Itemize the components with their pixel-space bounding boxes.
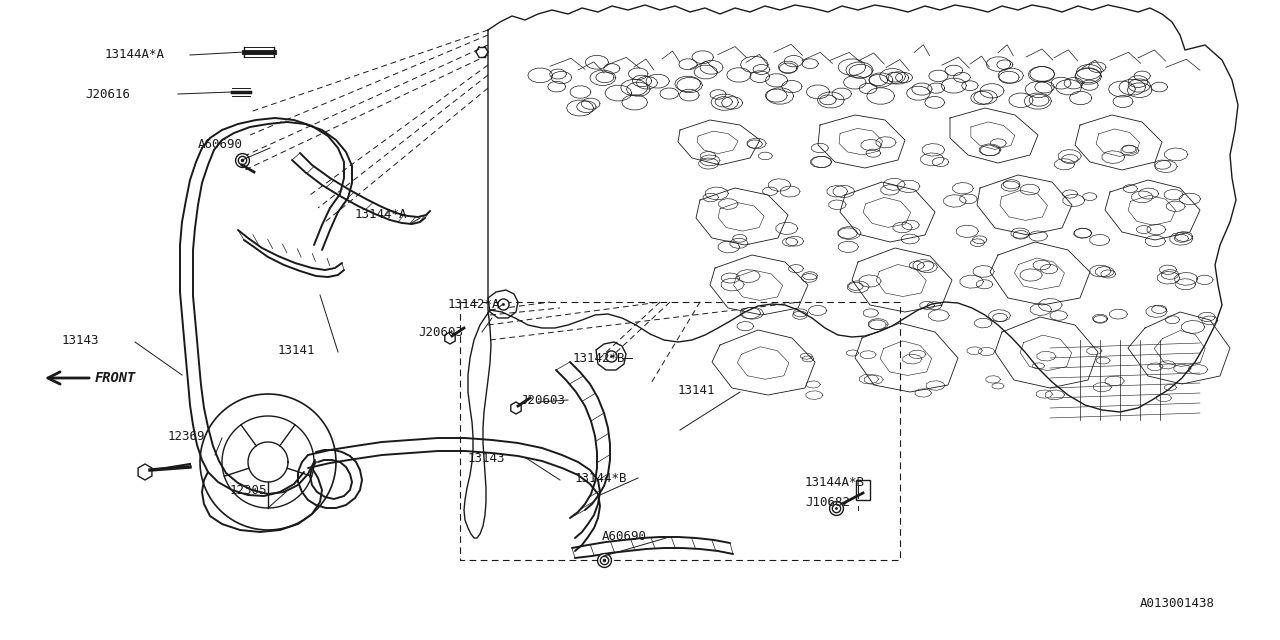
Text: 13143: 13143: [61, 333, 100, 346]
Text: 13144A*A: 13144A*A: [105, 49, 165, 61]
Text: A60690: A60690: [602, 529, 646, 543]
Polygon shape: [138, 464, 152, 480]
Text: J20603: J20603: [520, 394, 564, 406]
Text: J20616: J20616: [84, 88, 131, 100]
Text: 13144*A: 13144*A: [355, 209, 407, 221]
Text: 13142*B: 13142*B: [573, 351, 626, 365]
Text: 13141: 13141: [278, 344, 315, 356]
Text: 13141: 13141: [678, 383, 716, 397]
Polygon shape: [596, 342, 626, 370]
Polygon shape: [445, 332, 456, 344]
Polygon shape: [511, 402, 521, 414]
Text: 13144*B: 13144*B: [575, 472, 627, 484]
Text: 13143: 13143: [468, 451, 506, 465]
Text: A013001438: A013001438: [1140, 597, 1215, 610]
Text: 13142*A: 13142*A: [448, 298, 500, 312]
Text: 12369: 12369: [168, 429, 206, 442]
Text: FRONT: FRONT: [95, 371, 136, 385]
Text: 12305: 12305: [230, 483, 268, 497]
Text: J10682: J10682: [805, 497, 850, 509]
Polygon shape: [856, 480, 870, 500]
Text: J20603: J20603: [419, 326, 463, 339]
Polygon shape: [488, 290, 518, 318]
Text: A60690: A60690: [198, 138, 243, 152]
Text: 13144A*B: 13144A*B: [805, 477, 865, 490]
